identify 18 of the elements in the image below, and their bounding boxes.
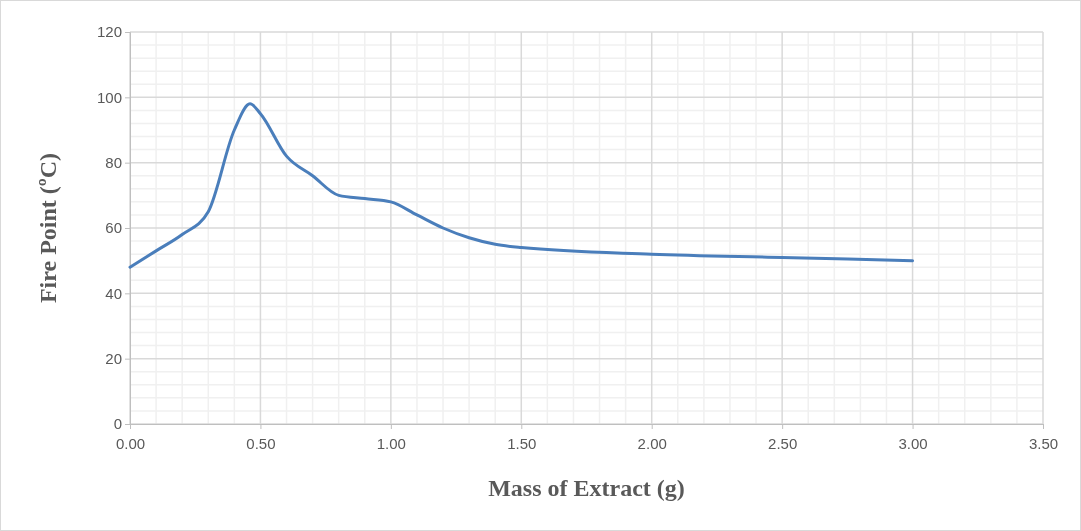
y-tick-label: 120 [96,23,122,41]
x-tick-label: 0.50 [246,434,276,452]
x-tick-label: 0.00 [115,434,146,452]
y-tick-label: 20 [105,349,122,367]
x-axis-title: Mass of Extract (g) [488,475,685,501]
line-series [128,102,915,269]
x-tick-label: 3.50 [1028,434,1059,452]
y-tick-label: 80 [105,153,122,171]
x-tick-label: 1.00 [376,434,406,452]
y-tick-label: 0 [113,415,122,433]
y-axis-title: Fire Point (ºC) [35,152,61,304]
y-tick-label: 40 [105,284,122,302]
y-tick-label: 60 [105,219,122,237]
x-tick-label: 2.00 [637,434,667,452]
x-tick-label: 2.50 [768,434,798,452]
y-tick-label: 100 [96,88,122,106]
x-tick-label: 3.00 [898,434,928,452]
x-tick-label: 1.50 [507,434,537,452]
